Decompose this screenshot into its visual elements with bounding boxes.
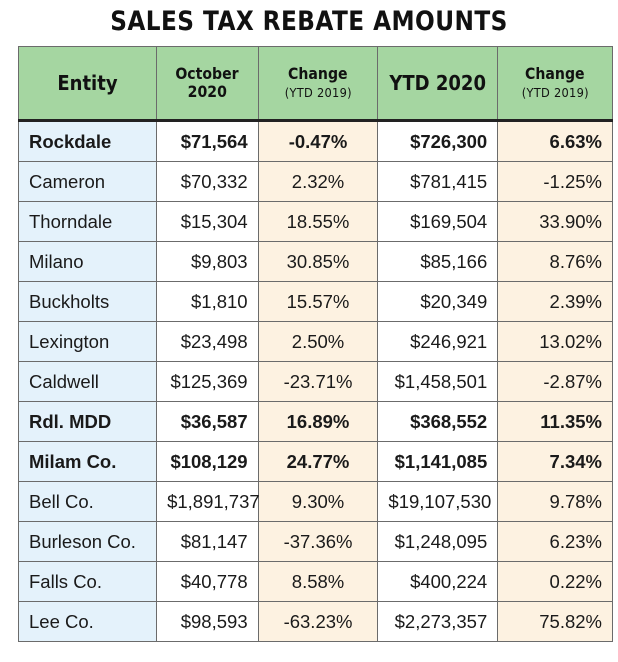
entity-cell: Cameron xyxy=(17,161,158,202)
change-month-cell: -63.23% xyxy=(257,601,379,642)
entity-cell: Rockdale xyxy=(17,119,158,162)
table-row: Lee Co. $98,593 -63.23% $2,273,357 75.82… xyxy=(17,601,613,642)
header-change-ytd: Change (YTD 2019) xyxy=(497,46,613,121)
table-row: Milano $9,803 30.85% $85,166 8.76% xyxy=(17,241,613,282)
change-month-cell: 24.77% xyxy=(257,441,379,482)
entity-cell: Burleson Co. xyxy=(17,521,158,562)
entity-cell: Milano xyxy=(17,241,158,282)
entity-cell: Caldwell xyxy=(17,361,158,402)
october-cell: $1,810 xyxy=(156,281,259,322)
change-ytd-cell: -2.87% xyxy=(497,361,613,402)
ytd-cell: $246,921 xyxy=(377,321,499,362)
change-ytd-cell: 9.78% xyxy=(497,481,613,522)
change-month-cell: 30.85% xyxy=(257,241,379,282)
change-ytd-cell: 33.90% xyxy=(497,201,613,242)
change-month-cell: 2.50% xyxy=(257,321,379,362)
change-month-cell: 16.89% xyxy=(257,401,379,442)
october-cell: $9,803 xyxy=(156,241,259,282)
header-entity: Entity xyxy=(17,46,158,121)
sales-tax-rebate-table: Entity October 2020 Change (YTD 2019) YT… xyxy=(17,46,613,642)
october-cell: $81,147 xyxy=(156,521,259,562)
change-month-cell: -37.36% xyxy=(257,521,379,562)
page-title: SALES TAX REBATE AMOUNTS xyxy=(110,6,508,37)
entity-cell: Buckholts xyxy=(17,281,158,322)
ytd-cell: $368,552 xyxy=(377,401,499,442)
ytd-cell: $20,349 xyxy=(377,281,499,322)
ytd-cell: $19,107,530 xyxy=(377,481,499,522)
entity-cell: Rdl. MDD xyxy=(17,401,158,442)
entity-cell: Lee Co. xyxy=(17,601,158,642)
table-row: Lexington $23,498 2.50% $246,921 13.02% xyxy=(17,321,613,362)
ytd-cell: $2,273,357 xyxy=(377,601,499,642)
ytd-cell: $85,166 xyxy=(377,241,499,282)
change-ytd-cell: 0.22% xyxy=(497,561,613,602)
october-cell: $71,564 xyxy=(156,119,259,162)
table-row: Rockdale $71,564 -0.47% $726,300 6.63% xyxy=(17,119,613,162)
october-cell: $98,593 xyxy=(156,601,259,642)
table-row: Cameron $70,332 2.32% $781,415 -1.25% xyxy=(17,161,613,202)
ytd-cell: $400,224 xyxy=(377,561,499,602)
october-cell: $36,587 xyxy=(156,401,259,442)
entity-cell: Thorndale xyxy=(17,201,158,242)
table-row: Burleson Co. $81,147 -37.36% $1,248,095 … xyxy=(17,521,613,562)
change-ytd-cell: 2.39% xyxy=(497,281,613,322)
table-row: Bell Co. $1,891,737 9.30% $19,107,530 9.… xyxy=(17,481,613,522)
change-month-cell: -0.47% xyxy=(257,119,379,162)
change-month-cell: 18.55% xyxy=(257,201,379,242)
ytd-cell: $1,141,085 xyxy=(377,441,499,482)
ytd-cell: $1,248,095 xyxy=(377,521,499,562)
october-cell: $15,304 xyxy=(156,201,259,242)
change-ytd-cell: 6.63% xyxy=(497,119,613,162)
ytd-cell: $781,415 xyxy=(377,161,499,202)
table-row: Buckholts $1,810 15.57% $20,349 2.39% xyxy=(17,281,613,322)
change-ytd-cell: 8.76% xyxy=(497,241,613,282)
entity-cell: Lexington xyxy=(17,321,158,362)
change-ytd-cell: 11.35% xyxy=(497,401,613,442)
october-cell: $40,778 xyxy=(156,561,259,602)
header-change-month: Change (YTD 2019) xyxy=(257,46,379,121)
october-cell: $125,369 xyxy=(156,361,259,402)
october-cell: $70,332 xyxy=(156,161,259,202)
october-cell: $1,891,737 xyxy=(156,481,260,522)
entity-cell: Falls Co. xyxy=(17,561,158,602)
change-month-cell: 2.32% xyxy=(257,161,379,202)
table-header-row: Entity October 2020 Change (YTD 2019) YT… xyxy=(17,46,613,121)
change-month-cell: -23.71% xyxy=(257,361,379,402)
ytd-cell: $169,504 xyxy=(377,201,499,242)
change-month-cell: 8.58% xyxy=(257,561,379,602)
ytd-cell: $1,458,501 xyxy=(377,361,499,402)
change-month-cell: 15.57% xyxy=(257,281,379,322)
header-october-2020: October 2020 xyxy=(156,46,259,121)
table-row: Rdl. MDD $36,587 16.89% $368,552 11.35% xyxy=(17,401,613,442)
change-month-cell: 9.30% xyxy=(257,481,379,522)
table-row: Falls Co. $40,778 8.58% $400,224 0.22% xyxy=(17,561,613,602)
change-ytd-cell: 75.82% xyxy=(497,601,613,642)
change-ytd-cell: -1.25% xyxy=(497,161,613,202)
table-row: Caldwell $125,369 -23.71% $1,458,501 -2.… xyxy=(17,361,613,402)
october-cell: $108,129 xyxy=(156,441,259,482)
october-cell: $23,498 xyxy=(156,321,259,362)
change-ytd-cell: 6.23% xyxy=(497,521,613,562)
entity-cell: Milam Co. xyxy=(17,441,158,482)
change-ytd-cell: 7.34% xyxy=(497,441,613,482)
entity-cell: Bell Co. xyxy=(17,481,158,522)
change-ytd-cell: 13.02% xyxy=(497,321,613,362)
header-ytd-2020: YTD 2020 xyxy=(377,46,499,121)
ytd-cell: $726,300 xyxy=(377,119,499,162)
table-row: Thorndale $15,304 18.55% $169,504 33.90% xyxy=(17,201,613,242)
table-row: Milam Co. $108,129 24.77% $1,141,085 7.3… xyxy=(17,441,613,482)
